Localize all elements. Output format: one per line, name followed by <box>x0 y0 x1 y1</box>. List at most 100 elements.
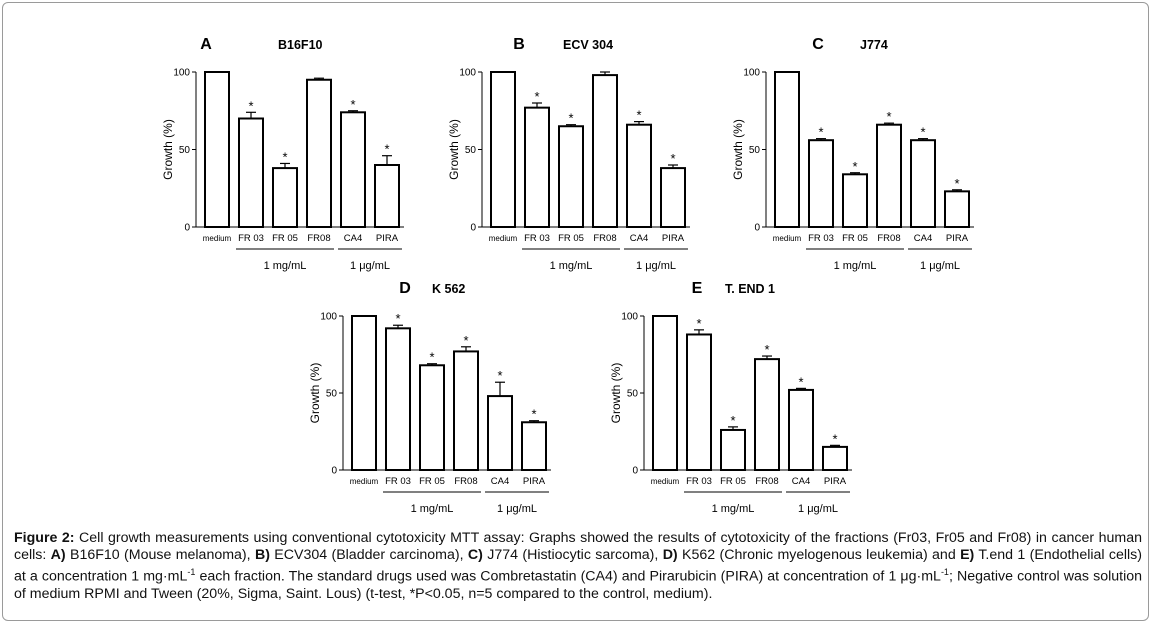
panel-letter: B <box>513 36 525 53</box>
x-tick-label: medium <box>773 234 802 243</box>
bar-fr05 <box>558 125 584 228</box>
bar-fr08 <box>754 358 780 471</box>
y-tick-label: 0 <box>331 466 337 477</box>
bar-ca4 <box>487 395 513 471</box>
caption-label-b: B) <box>254 547 270 563</box>
group-label: 1 mg/mL <box>411 503 454 515</box>
caption-label-c: C) <box>467 547 483 563</box>
x-tick-label: medium <box>350 477 379 486</box>
chart-title: B16F10 <box>278 38 323 52</box>
group-label: 1 μg/mL <box>350 260 390 272</box>
group-label: 1 mg/mL <box>264 260 307 272</box>
significance-asterisk: * <box>818 125 823 140</box>
group-label: 1 μg/mL <box>920 260 960 272</box>
bar-ca4 <box>910 139 936 228</box>
figure-caption: Figure 2: Cell growth measurements using… <box>14 530 1142 603</box>
x-tick-label: medium <box>489 234 518 243</box>
caption-text-a: B16F10 (Mouse melanoma), <box>65 547 255 563</box>
bar-fr03 <box>686 333 712 472</box>
x-tick-label: FR 05 <box>720 476 746 487</box>
y-tick-label: 0 <box>754 223 760 234</box>
caption-text-e: T.end 1 (Endothelial cells) at a concent… <box>14 547 1143 585</box>
bar-fr03 <box>238 117 264 228</box>
bar-medium <box>490 71 516 228</box>
x-tick-label: PIRA <box>662 233 685 244</box>
significance-asterisk: * <box>920 125 925 140</box>
caption-text-d: K562 (Chronic myelogenous leukemia) and <box>677 547 961 563</box>
x-tick-label: FR 03 <box>238 233 264 244</box>
x-tick-label: FR 05 <box>272 233 298 244</box>
significance-asterisk: * <box>798 374 803 389</box>
chart-title: ECV 304 <box>563 38 613 52</box>
significance-asterisk: * <box>670 151 675 166</box>
chart-title: J774 <box>860 38 888 52</box>
y-tick-label: 100 <box>459 68 476 79</box>
x-tick-label: FR 03 <box>385 476 411 487</box>
y-tick-label: 0 <box>470 223 476 234</box>
x-tick-label: FR08 <box>307 233 330 244</box>
significance-asterisk: * <box>395 311 400 326</box>
caption-text-b: ECV304 (Bladder carcinoma), <box>269 547 468 563</box>
x-tick-label: FR 05 <box>558 233 584 244</box>
bar-fr05 <box>272 167 298 229</box>
chart-panel-d: D K 562 0 50 100 Growth (%) medium * FR 03 * FR 05… <box>308 280 551 515</box>
x-tick-label: FR 03 <box>524 233 550 244</box>
bar-pira <box>822 445 848 471</box>
x-tick-label: FR08 <box>454 476 477 487</box>
bar-ca4 <box>340 111 366 228</box>
y-axis-label: Growth (%) <box>609 363 623 424</box>
x-tick-label: medium <box>203 234 232 243</box>
x-tick-label: FR08 <box>877 233 900 244</box>
caption-text-c: J774 (Histiocytic sarcoma), <box>482 547 663 563</box>
group-label: 1 mg/mL <box>712 503 755 515</box>
chart-panel-a: A B16F10 0 50 100 Growth (%) medium * FR 03 * FR 0… <box>161 36 404 272</box>
x-tick-label: FR 05 <box>842 233 868 244</box>
chart-title: T. END 1 <box>725 282 775 296</box>
caption-superscript-1: -1 <box>187 567 196 577</box>
bar-fr08 <box>592 74 618 228</box>
y-tick-label: 0 <box>632 466 638 477</box>
bar-pira <box>374 164 400 228</box>
y-tick-label: 50 <box>179 145 191 156</box>
group-label: 1 μg/mL <box>798 503 838 515</box>
y-tick-label: 100 <box>621 312 638 323</box>
significance-asterisk: * <box>832 431 837 446</box>
significance-asterisk: * <box>350 97 355 112</box>
significance-asterisk: * <box>954 176 959 191</box>
significance-asterisk: * <box>531 407 536 422</box>
y-axis-label: Growth (%) <box>447 119 461 180</box>
x-tick-label: CA4 <box>491 476 509 487</box>
x-tick-label: PIRA <box>824 476 847 487</box>
y-axis-label: Growth (%) <box>731 119 745 180</box>
chart-panel-b: B ECV 304 0 50 100 Growth (%) medium * FR 03 * FR … <box>447 36 690 272</box>
bar-pira <box>660 167 686 229</box>
y-tick-label: 50 <box>326 389 338 400</box>
significance-asterisk: * <box>497 368 502 383</box>
panel-letter: A <box>200 36 212 53</box>
y-tick-label: 50 <box>749 145 761 156</box>
group-label: 1 mg/mL <box>550 260 593 272</box>
x-tick-label: PIRA <box>523 476 546 487</box>
bar-ca4 <box>788 388 814 472</box>
significance-asterisk: * <box>852 159 857 174</box>
x-tick-label: FR08 <box>593 233 616 244</box>
x-tick-label: PIRA <box>376 233 399 244</box>
significance-asterisk: * <box>282 149 287 164</box>
significance-asterisk: * <box>730 413 735 428</box>
x-tick-label: medium <box>651 477 680 486</box>
bar-fr03 <box>524 106 550 228</box>
y-tick-label: 50 <box>627 389 639 400</box>
significance-asterisk: * <box>696 316 701 331</box>
x-tick-label: CA4 <box>344 233 362 244</box>
significance-asterisk: * <box>429 350 434 365</box>
group-label: 1 mg/mL <box>834 260 877 272</box>
y-tick-label: 100 <box>743 68 760 79</box>
panel-letter: C <box>812 36 824 53</box>
caption-text-intro: Cell growth measurements using conventio… <box>14 530 1142 563</box>
y-axis-label: Growth (%) <box>161 119 175 180</box>
x-tick-label: FR 03 <box>686 476 712 487</box>
bar-fr05 <box>720 428 746 471</box>
caption-label-d: D) <box>662 547 678 563</box>
caption-superscript-2: -1 <box>940 567 949 577</box>
